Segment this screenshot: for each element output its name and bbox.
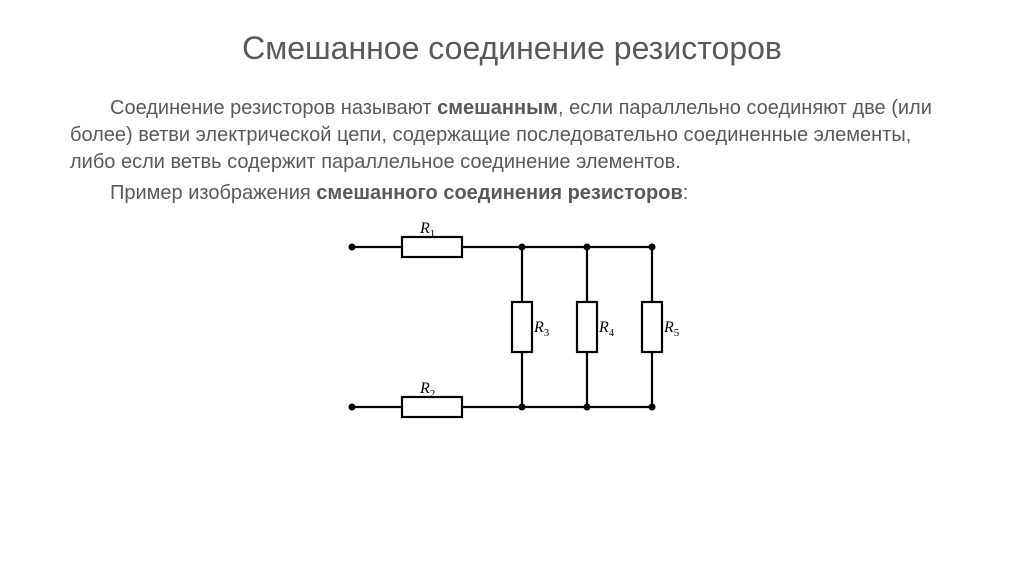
svg-text:R3: R3 [533, 319, 550, 339]
svg-text:R5: R5 [663, 319, 680, 339]
circuit-diagram: R1R2R3R4R5 [312, 217, 712, 437]
para1-pre: Соединение резисторов называют [110, 97, 437, 119]
circuit-diagram-container: R1R2R3R4R5 [70, 217, 954, 437]
definition-paragraph: Соединение резисторов называют смешанным… [70, 95, 954, 176]
example-caption: Пример изображения смешанного соединения… [70, 180, 954, 207]
para1-bold: смешанным [437, 97, 558, 119]
para2-bold: смешанного соединения резисторов [316, 182, 682, 204]
svg-text:R4: R4 [598, 319, 615, 339]
page-title: Смешанное соединение резисторов [70, 30, 954, 67]
para2-post: : [683, 182, 689, 204]
para2-pre: Пример изображения [110, 182, 316, 204]
